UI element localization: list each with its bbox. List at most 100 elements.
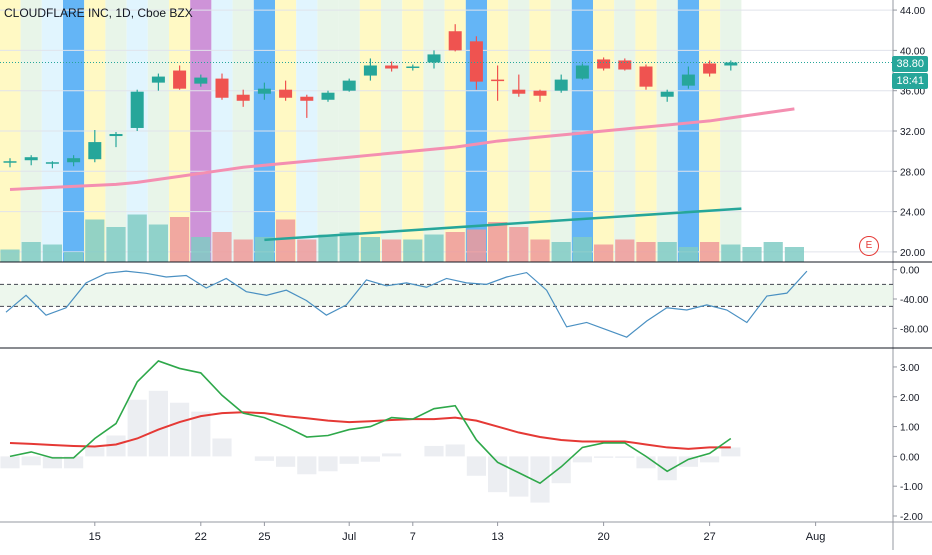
- candle-body: [257, 88, 271, 94]
- volume-bar: [657, 242, 677, 262]
- candle: [257, 82, 271, 100]
- candle: [236, 89, 250, 107]
- macd-histogram-bar: [466, 456, 486, 476]
- volume-bar: [148, 224, 168, 262]
- volume-bar: [339, 232, 359, 262]
- candle-body: [575, 65, 589, 79]
- macd-line: [9, 360, 732, 485]
- candle: [385, 61, 399, 72]
- macd-histogram-bar: [530, 456, 550, 503]
- volume-bar: [445, 232, 465, 262]
- candle: [724, 60, 738, 71]
- candle-body: [279, 89, 293, 98]
- symbol-title: CLOUDFLARE INC, 1D, Cboe BZX: [4, 6, 193, 20]
- volume-bar: [254, 237, 274, 262]
- candle-body: [24, 157, 38, 161]
- candle-body: [363, 65, 377, 76]
- candle: [681, 66, 695, 89]
- macd-histogram-bar: [212, 438, 232, 457]
- time-tick-label: 13: [491, 531, 503, 543]
- volume-bar: [42, 244, 62, 262]
- volume-bar: [551, 242, 571, 262]
- price-tick-label: 40.00: [900, 46, 925, 57]
- candle: [512, 74, 526, 97]
- macd-histogram-bar: [339, 456, 359, 464]
- volume-bar: [700, 242, 720, 262]
- oscillator-line: [5, 270, 808, 338]
- macd-histogram-bar: [64, 456, 84, 469]
- macd-histogram-bar: [445, 444, 465, 457]
- time-tick-label: 27: [703, 531, 715, 543]
- price-tick-label: 28.00: [900, 167, 925, 178]
- volume-bar: [488, 222, 508, 262]
- volume-bar: [636, 242, 656, 262]
- candle: [215, 73, 229, 100]
- macd-tick-label: 2.00: [900, 393, 920, 404]
- macd-histogram-bar: [509, 456, 529, 497]
- macd-histogram-bar: [318, 456, 338, 472]
- price-tick-label: 44.00: [900, 6, 925, 17]
- candle-body: [88, 142, 102, 160]
- candle: [703, 60, 717, 77]
- volume-bar: [233, 239, 253, 262]
- candle: [45, 161, 59, 169]
- earnings-marker-icon[interactable]: E: [859, 236, 879, 256]
- macd-histogram-bar: [0, 456, 20, 469]
- macd-histogram-bar: [678, 456, 698, 467]
- macd-tick-label: -1.00: [900, 482, 923, 493]
- candle-body: [618, 60, 632, 70]
- candle: [300, 94, 314, 118]
- oscillator-tick-label: 0.00: [900, 266, 920, 277]
- macd-histogram-bar: [636, 456, 656, 469]
- macd-signal-line: [9, 411, 731, 450]
- macd-histogram-bar: [382, 453, 402, 457]
- volume-bar: [424, 234, 444, 262]
- candle: [151, 73, 165, 91]
- price-tick-label: 20.00: [900, 248, 925, 259]
- volume-bar: [21, 242, 41, 262]
- candle: [639, 64, 653, 90]
- volume-bar: [191, 237, 211, 262]
- volume-bar: [212, 232, 232, 262]
- macd-histogram-bar: [276, 456, 296, 467]
- candle-body: [469, 41, 483, 82]
- macd-histogram-bar: [170, 402, 190, 457]
- candle: [173, 65, 187, 90]
- candle: [342, 78, 356, 92]
- macd-histogram-bar: [424, 445, 444, 457]
- trendline: [264, 207, 742, 242]
- candle-body: [724, 62, 738, 66]
- volume-bar: [466, 229, 486, 262]
- volume-bar: [127, 214, 147, 262]
- time-tick-label: Aug: [806, 531, 826, 543]
- macd-histogram-bar: [615, 456, 635, 458]
- candle-body: [448, 31, 462, 51]
- volume-bar: [360, 237, 380, 262]
- macd-histogram-bar: [297, 456, 317, 475]
- volume-bar: [784, 247, 804, 262]
- candle: [3, 158, 17, 168]
- macd-histogram-bar: [42, 456, 62, 469]
- candle-body: [45, 162, 59, 164]
- last-price-badge: 38.80: [892, 56, 928, 72]
- candle-body: [130, 91, 144, 128]
- volume-bar: [64, 252, 84, 262]
- candle-body: [703, 63, 717, 74]
- candle-body: [406, 66, 420, 69]
- candle-body: [67, 158, 81, 163]
- macd-histogram-bar: [106, 435, 126, 457]
- macd-tick-label: 3.00: [900, 363, 920, 374]
- candle: [469, 36, 483, 90]
- candle-body: [3, 161, 17, 163]
- candle-body: [660, 91, 674, 97]
- candle: [618, 58, 632, 71]
- candle: [554, 74, 568, 93]
- candle-body: [173, 70, 187, 89]
- candle: [321, 90, 335, 102]
- volume-bar: [678, 247, 698, 262]
- macd-histogram-bar: [360, 456, 380, 462]
- time-tick-label: 7: [410, 531, 416, 543]
- candle: [279, 80, 293, 101]
